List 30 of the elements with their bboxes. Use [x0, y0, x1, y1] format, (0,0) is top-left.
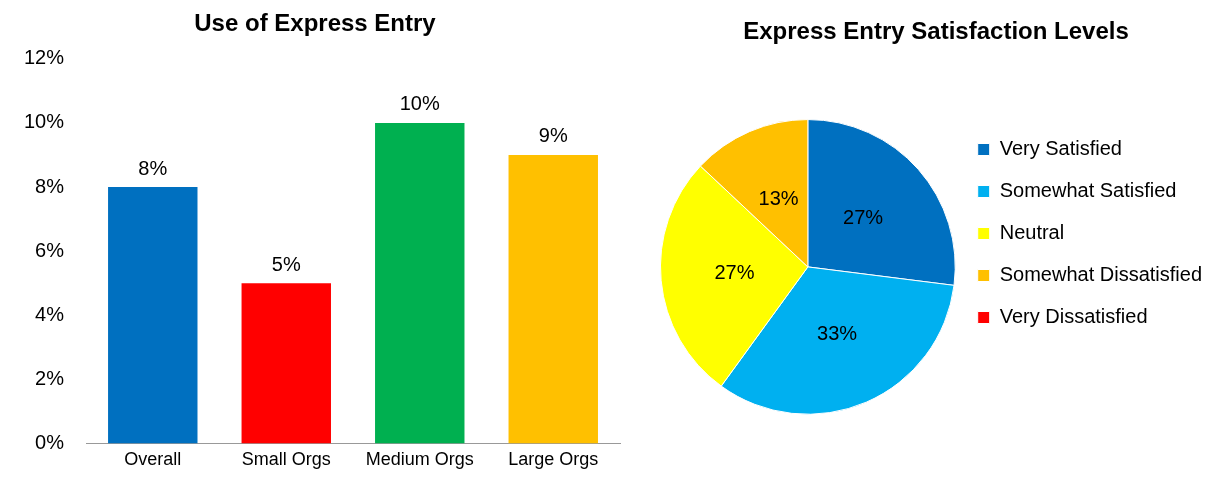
y-tick-label: 8%	[35, 174, 65, 197]
legend-label: Somewhat Dissatisfied	[999, 263, 1203, 286]
bar	[375, 122, 465, 444]
y-tick-label: 2%	[35, 366, 65, 389]
data-label: 9%	[538, 124, 568, 147]
legend-label: Neutral	[999, 221, 1065, 244]
y-tick-label: 10%	[24, 110, 65, 133]
legend-label: Somewhat Satisfied	[999, 179, 1177, 202]
y-tick-label: 4%	[35, 302, 65, 325]
data-label: 5%	[271, 252, 301, 275]
data-label: 33%	[817, 322, 858, 345]
bar	[108, 187, 198, 444]
data-label: 13%	[758, 186, 799, 209]
bar	[508, 154, 598, 444]
y-tick-label: 6%	[35, 238, 65, 261]
legend-label: Very Satisfied	[999, 137, 1122, 160]
bar	[241, 283, 331, 444]
x-tick-label: Overall	[124, 449, 182, 470]
chart-title: Use of Express Entry	[194, 9, 437, 37]
data-label: 8%	[138, 156, 168, 179]
x-tick-label: Large Orgs	[508, 449, 599, 470]
y-tick-label: 0%	[35, 430, 65, 453]
y-tick-label: 12%	[24, 46, 65, 69]
data-label: 27%	[843, 205, 884, 228]
data-label: 27%	[714, 261, 755, 284]
x-tick-label: Medium Orgs	[365, 449, 474, 470]
chart-title: Express Entry Satisfaction Levels	[743, 17, 1129, 45]
data-label: 10%	[399, 92, 440, 115]
x-tick-label: Small Orgs	[241, 449, 331, 470]
legend-label: Very Dissatisfied	[999, 305, 1148, 328]
